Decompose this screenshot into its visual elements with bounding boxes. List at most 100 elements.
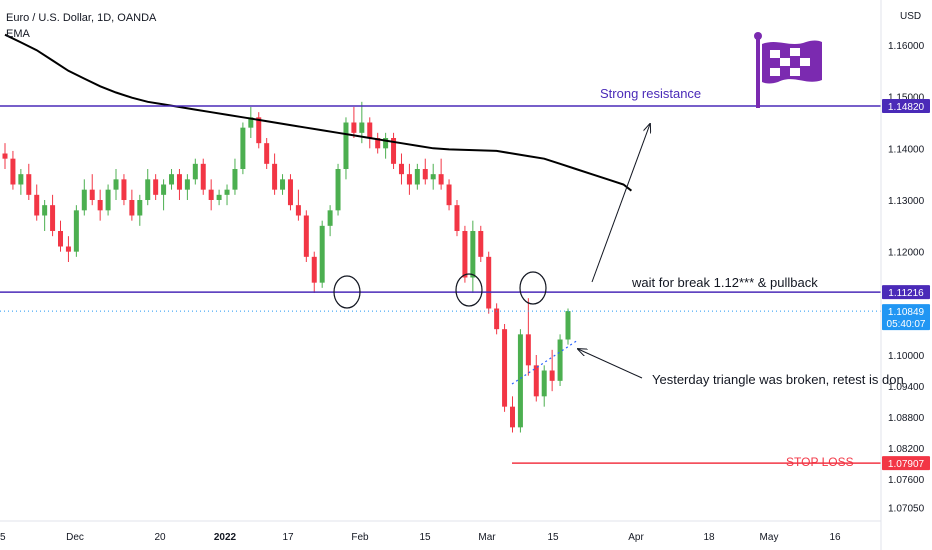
- candle: [462, 225, 468, 283]
- indicator-name[interactable]: EMA: [6, 28, 30, 40]
- time-tick-label: Dec: [66, 532, 84, 543]
- triangle-trendline: [511, 339, 579, 385]
- candle: [478, 225, 484, 262]
- time-tick-label: 5: [0, 532, 6, 543]
- candle: [280, 174, 286, 195]
- candle: [176, 169, 182, 200]
- candle: [248, 107, 254, 138]
- price-ticks: 1.16000 1.15000 1.14000 1.13000 1.12000 1.100…: [888, 41, 925, 514]
- candle: [264, 138, 270, 169]
- svg-text:05:40:07: 05:40:07: [887, 319, 926, 330]
- candle: [486, 251, 492, 314]
- target-arrow: [591, 124, 650, 283]
- time-tick-label: Apr: [628, 532, 644, 543]
- currency-label: USD: [900, 11, 921, 22]
- candle: [232, 158, 238, 195]
- candle: [335, 163, 341, 216]
- candle: [311, 251, 317, 293]
- candle: [216, 189, 222, 206]
- time-tick-label: 18: [703, 532, 715, 543]
- candle: [105, 184, 111, 216]
- triangle-label: Yesterday triangle was broken, retest is…: [652, 372, 904, 387]
- candle: [192, 158, 198, 185]
- candle: [34, 184, 40, 221]
- candle: [319, 220, 325, 288]
- candle: [240, 122, 246, 175]
- candle: [406, 163, 412, 195]
- time-tick-label: May: [760, 532, 779, 543]
- candle: [113, 169, 119, 200]
- candle: [565, 308, 571, 345]
- time-tick-label: 15: [547, 532, 559, 543]
- price-tick-label: 1.07050: [888, 503, 925, 514]
- candle: [383, 132, 389, 159]
- retest-circle-3: [519, 271, 547, 305]
- candle: [343, 117, 349, 180]
- symbol-title[interactable]: Euro / U.S. Dollar, 1D, OANDA: [6, 12, 157, 24]
- candle: [169, 169, 175, 190]
- candle: [509, 396, 515, 433]
- candle: [398, 153, 404, 185]
- candle: [517, 329, 523, 433]
- price-tick-label: 1.12000: [888, 248, 925, 259]
- candle: [375, 132, 381, 154]
- price-badge: 1.14820: [882, 98, 930, 113]
- candle: [121, 174, 127, 206]
- candle: [351, 107, 357, 138]
- candle: [295, 189, 301, 221]
- candle: [367, 117, 373, 149]
- svg-text:1.14820: 1.14820: [888, 102, 925, 113]
- price-tick-label: 1.08200: [888, 444, 925, 455]
- candle: [200, 158, 206, 195]
- time-tick-label: 16: [829, 532, 841, 543]
- candle: [89, 174, 95, 206]
- candle: [454, 200, 460, 237]
- candle: [161, 179, 167, 211]
- time-tick-label: Mar: [478, 532, 496, 543]
- chart-legend: Euro / U.S. Dollar, 1D, OANDA EMA: [6, 10, 156, 42]
- time-tick-label: Feb: [351, 532, 369, 543]
- time-ticks: 5 Dec 20 2022 17 Feb 15 Mar 15 Apr 18 May 16: [0, 532, 841, 543]
- candle: [10, 150, 16, 190]
- svg-text:1.07907: 1.07907: [888, 459, 925, 470]
- breakout-label: wait for break 1.12*** & pullback: [631, 275, 818, 290]
- candle: [557, 334, 563, 386]
- retest-circle-1: [333, 275, 361, 309]
- candle: [470, 220, 476, 293]
- candle: [137, 194, 143, 226]
- candle: [256, 112, 262, 149]
- candle: [81, 179, 87, 216]
- price-tick-label: 1.14000: [888, 144, 925, 155]
- time-tick-label: 2022: [214, 532, 237, 543]
- price-badge: 1.11216: [882, 285, 930, 300]
- candle: [422, 158, 428, 185]
- svg-text:1.11216: 1.11216: [888, 288, 924, 299]
- time-tick-label: 15: [419, 532, 431, 543]
- time-tick-label: 20: [154, 532, 166, 543]
- price-tick-label: 1.15000: [888, 93, 925, 104]
- price-tick-label: 1.13000: [888, 196, 925, 207]
- candle: [50, 194, 56, 237]
- price-tick-label: 1.09400: [888, 382, 925, 393]
- ema-line: [4, 33, 633, 192]
- candle: [502, 324, 508, 412]
- candle: [541, 365, 547, 407]
- price-tick-label: 1.07600: [888, 475, 925, 486]
- stop-loss-label: STOP LOSS: [786, 455, 854, 469]
- candle: [438, 158, 444, 190]
- candle: [129, 189, 135, 221]
- levels: [0, 105, 881, 464]
- candle: [287, 174, 293, 211]
- candle: [97, 189, 103, 221]
- candle: [446, 179, 452, 211]
- price-tick-label: 1.08800: [888, 413, 925, 424]
- candle: [224, 184, 230, 206]
- price-tick-label: 1.16000: [888, 41, 925, 52]
- flag-icon: [754, 32, 822, 108]
- candle: [414, 163, 420, 190]
- candle: [549, 349, 555, 392]
- triangle-arrow: [578, 349, 643, 379]
